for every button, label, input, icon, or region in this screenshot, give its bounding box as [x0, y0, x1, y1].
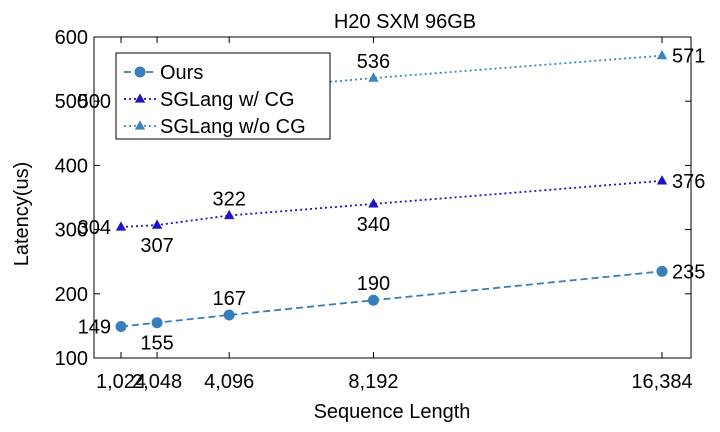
- y-axis-label: Latency(us): [11, 162, 33, 267]
- x-tick-label: 2,048: [132, 371, 182, 393]
- series-1-point: [151, 219, 163, 229]
- legend-marker-0: [134, 66, 146, 78]
- series-1-point: [656, 175, 668, 185]
- series-2-point: [368, 72, 379, 82]
- y-tick-label: 100: [55, 348, 88, 370]
- legend: Ours SGLang w/ CG SGLang w/o CG: [115, 52, 331, 140]
- series-0-point: [151, 317, 163, 329]
- x-tick-label: 4,096: [204, 371, 254, 393]
- y-tick-label: 500: [55, 91, 88, 113]
- data-label: 167: [213, 288, 246, 310]
- data-label: 340: [357, 214, 390, 236]
- y-tick-label: 400: [55, 155, 88, 177]
- data-label: 235: [672, 261, 705, 283]
- y-tick-label: 300: [55, 220, 88, 242]
- series-0-point: [223, 309, 235, 321]
- x-tick-label: 16,384: [631, 371, 692, 393]
- x-tick-label: 1,024: [96, 371, 146, 393]
- data-label: 304: [78, 217, 111, 239]
- data-label: 307: [140, 235, 173, 257]
- y-axis: 100 200 300 400 500 600: [55, 27, 691, 370]
- series-0-point: [115, 321, 127, 333]
- series-line-0: [120, 270, 663, 328]
- legend-label-1: SGLang w/ CG: [160, 89, 295, 111]
- y-tick-label: 200: [55, 284, 88, 306]
- legend-marker-2: [134, 120, 146, 130]
- legend-marker-1: [134, 93, 146, 103]
- data-label: 536: [357, 51, 390, 73]
- legend-label-2: SGLang w/o CG: [160, 116, 306, 138]
- plot-area: [93, 36, 692, 359]
- data-label: 155: [140, 333, 173, 355]
- series-0-point: [656, 265, 668, 277]
- series-1-point: [115, 221, 127, 231]
- series-0-point: [367, 294, 379, 306]
- data-label: 571: [672, 46, 705, 68]
- legend-box: [115, 52, 331, 140]
- series-1-point: [224, 209, 235, 220]
- legend-label-0: Ours: [160, 62, 203, 84]
- data-label: 322: [213, 188, 246, 210]
- series-line-2: [120, 54, 663, 103]
- data-label: 149: [78, 317, 111, 339]
- y-tick-label: 600: [55, 27, 88, 49]
- data-label: 190: [357, 273, 390, 295]
- x-axis-label: Sequence Length: [314, 401, 471, 423]
- series-2-point: [656, 49, 668, 60]
- data-label: 500: [78, 91, 111, 113]
- series-1-point: [368, 198, 379, 208]
- chart-title: H20 SXM 96GB: [334, 11, 476, 33]
- series-line-1: [120, 179, 663, 228]
- x-tick-label: 8,192: [348, 371, 398, 393]
- data-label: 376: [672, 171, 705, 193]
